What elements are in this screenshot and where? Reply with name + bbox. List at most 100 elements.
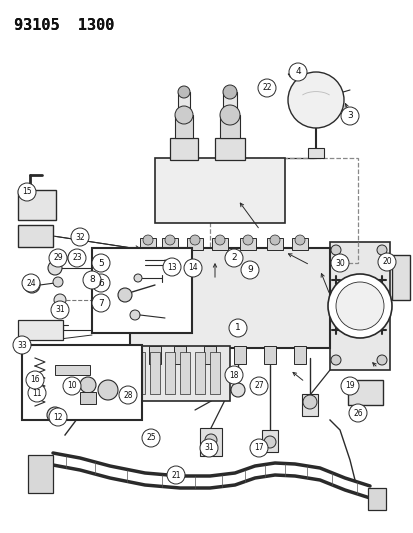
Bar bbox=[219, 115, 240, 138]
Circle shape bbox=[228, 319, 247, 337]
Circle shape bbox=[13, 336, 31, 354]
Text: 3: 3 bbox=[346, 111, 352, 120]
Text: 21: 21 bbox=[171, 471, 180, 480]
Text: 26: 26 bbox=[352, 408, 362, 417]
Text: 93105  1300: 93105 1300 bbox=[14, 18, 114, 33]
Bar bbox=[209, 352, 219, 394]
Circle shape bbox=[219, 105, 240, 125]
Circle shape bbox=[330, 355, 340, 365]
Circle shape bbox=[190, 235, 199, 245]
Bar bbox=[367, 488, 385, 510]
Text: 93105  1300: 93105 1300 bbox=[14, 18, 114, 33]
Bar bbox=[135, 352, 145, 394]
Circle shape bbox=[175, 106, 192, 124]
Circle shape bbox=[223, 85, 236, 99]
Bar bbox=[266, 238, 282, 250]
Bar bbox=[55, 365, 90, 375]
Text: 25: 25 bbox=[146, 433, 155, 442]
Circle shape bbox=[327, 274, 391, 338]
Bar bbox=[130, 346, 230, 401]
Circle shape bbox=[183, 259, 202, 277]
Circle shape bbox=[22, 274, 40, 292]
Bar bbox=[209, 158, 357, 263]
Bar bbox=[150, 352, 159, 394]
Circle shape bbox=[24, 277, 40, 293]
Text: 20: 20 bbox=[381, 257, 391, 266]
Circle shape bbox=[376, 355, 386, 365]
Bar bbox=[178, 92, 190, 115]
Text: 12: 12 bbox=[53, 413, 63, 422]
Circle shape bbox=[224, 366, 242, 384]
Bar bbox=[223, 92, 236, 115]
Circle shape bbox=[340, 107, 358, 125]
Text: 14: 14 bbox=[188, 263, 197, 272]
Bar bbox=[173, 346, 185, 364]
Circle shape bbox=[224, 249, 242, 267]
Circle shape bbox=[63, 377, 81, 395]
Circle shape bbox=[242, 235, 252, 245]
Circle shape bbox=[165, 235, 175, 245]
Bar bbox=[170, 138, 197, 160]
Circle shape bbox=[330, 245, 340, 255]
Bar bbox=[233, 346, 245, 364]
Circle shape bbox=[340, 377, 358, 395]
Circle shape bbox=[163, 258, 180, 276]
Text: 27: 27 bbox=[254, 382, 263, 391]
Bar bbox=[291, 238, 307, 250]
Circle shape bbox=[178, 86, 190, 98]
Bar bbox=[347, 380, 382, 405]
Text: 1: 1 bbox=[235, 324, 240, 333]
Circle shape bbox=[199, 439, 218, 457]
Bar bbox=[204, 346, 216, 364]
Bar bbox=[161, 238, 178, 250]
Circle shape bbox=[249, 377, 267, 395]
Circle shape bbox=[119, 386, 137, 404]
Circle shape bbox=[376, 245, 386, 255]
Text: 23: 23 bbox=[72, 254, 82, 262]
Circle shape bbox=[294, 235, 304, 245]
Bar bbox=[149, 346, 161, 364]
Bar bbox=[391, 255, 409, 300]
Polygon shape bbox=[329, 242, 389, 370]
Bar bbox=[187, 238, 202, 250]
Circle shape bbox=[71, 228, 89, 246]
Bar bbox=[301, 394, 317, 416]
Circle shape bbox=[92, 294, 110, 312]
Bar bbox=[28, 455, 53, 493]
Text: 9: 9 bbox=[247, 265, 252, 274]
Circle shape bbox=[49, 408, 67, 426]
Text: 4: 4 bbox=[294, 68, 300, 77]
Bar bbox=[22, 345, 142, 420]
Bar bbox=[307, 148, 323, 158]
Circle shape bbox=[92, 274, 110, 292]
Bar bbox=[214, 138, 244, 160]
Bar bbox=[154, 158, 284, 223]
Text: 31: 31 bbox=[204, 443, 213, 453]
Circle shape bbox=[49, 249, 67, 267]
Text: 11: 11 bbox=[32, 389, 42, 398]
Bar bbox=[92, 248, 192, 333]
Text: 19: 19 bbox=[344, 382, 354, 391]
Circle shape bbox=[18, 183, 36, 201]
Circle shape bbox=[287, 72, 343, 128]
Circle shape bbox=[348, 404, 366, 422]
Circle shape bbox=[26, 371, 44, 389]
Circle shape bbox=[302, 395, 316, 409]
Bar bbox=[18, 225, 53, 247]
Bar bbox=[261, 430, 277, 452]
Bar bbox=[199, 428, 221, 456]
Circle shape bbox=[249, 439, 267, 457]
Circle shape bbox=[330, 254, 348, 272]
Text: 16: 16 bbox=[30, 376, 40, 384]
Bar bbox=[263, 346, 275, 364]
Bar bbox=[211, 238, 228, 250]
Text: 2: 2 bbox=[230, 254, 236, 262]
Circle shape bbox=[240, 261, 259, 279]
Circle shape bbox=[263, 436, 275, 448]
Bar bbox=[18, 320, 63, 340]
Circle shape bbox=[51, 301, 69, 319]
Circle shape bbox=[204, 434, 216, 446]
Text: 32: 32 bbox=[75, 232, 85, 241]
Bar bbox=[180, 352, 190, 394]
Circle shape bbox=[214, 235, 224, 245]
